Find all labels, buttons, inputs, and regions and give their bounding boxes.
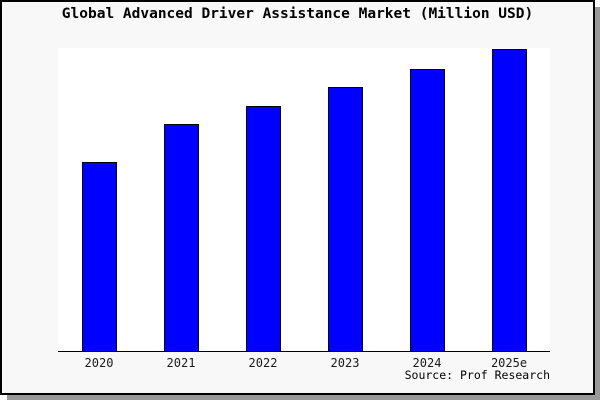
bar-2020 bbox=[81, 161, 117, 351]
bar-2024 bbox=[409, 69, 445, 351]
plot-area bbox=[58, 48, 550, 352]
x-tick-label-2024: 2024 bbox=[412, 356, 442, 370]
bar-2025e bbox=[491, 49, 527, 351]
x-tick-label-2025e: 2025e bbox=[490, 356, 528, 370]
bar-2022 bbox=[245, 105, 281, 351]
x-tick-label-2022: 2022 bbox=[248, 356, 278, 370]
x-tick-label-2020: 2020 bbox=[84, 356, 114, 370]
x-tick-label-2023: 2023 bbox=[330, 356, 360, 370]
bar-2021 bbox=[163, 124, 199, 351]
chart-panel: Global Advanced Driver Assistance Market… bbox=[0, 0, 595, 395]
source-credit: Source: Prof Research bbox=[404, 368, 550, 382]
x-tick-label-2021: 2021 bbox=[166, 356, 196, 370]
bar-2023 bbox=[327, 87, 363, 351]
bars-group bbox=[58, 48, 550, 351]
chart-title: Global Advanced Driver Assistance Market… bbox=[61, 6, 534, 22]
